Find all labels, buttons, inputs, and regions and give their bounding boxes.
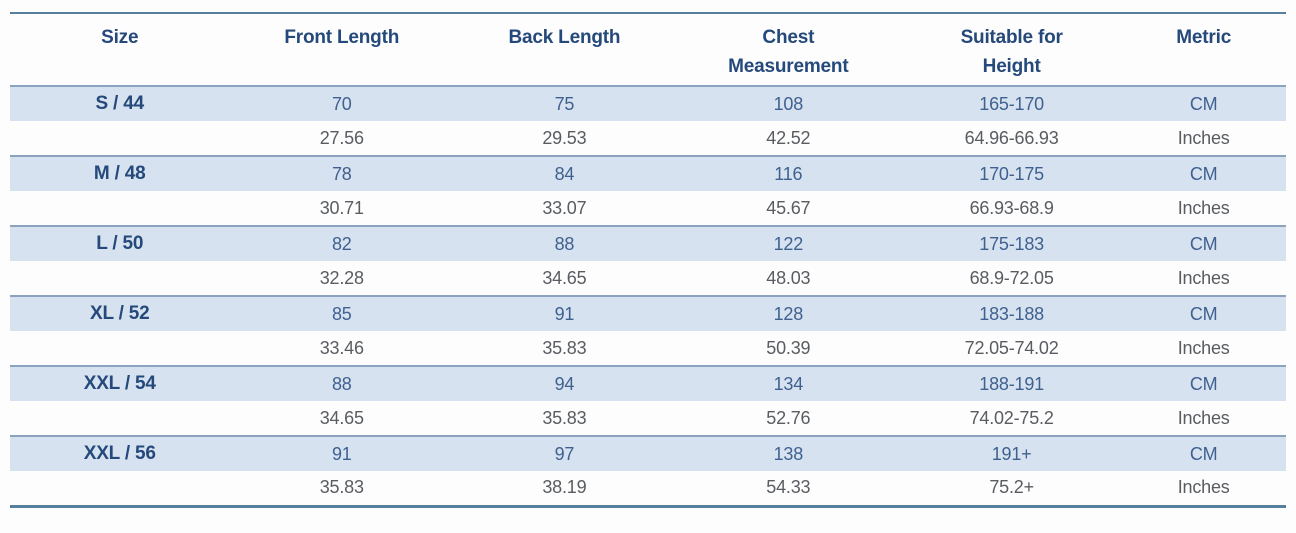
height-cell: 183-188 <box>979 303 1044 324</box>
height-cell: 175-183 <box>979 233 1044 254</box>
table-row: 34.65 35.83 52.76 74.02-75.2 Inches <box>10 401 1286 436</box>
metric-cell: Inches <box>1177 477 1230 498</box>
size-cell: L / 50 <box>96 233 144 254</box>
chest-cell: 50.39 <box>766 337 811 358</box>
table-row: 32.28 34.65 48.03 68.9-72.05 Inches <box>10 261 1286 296</box>
front-length-cell: 82 <box>331 233 352 254</box>
back-length-cell: 75 <box>554 93 575 114</box>
size-cell <box>10 191 229 226</box>
front-length-cell: 88 <box>331 373 352 394</box>
column-header-back-length: Back Length <box>508 27 621 48</box>
back-length-cell: 88 <box>554 233 575 254</box>
size-chart-table: Size Front Length Back Length Chest Meas… <box>10 12 1286 508</box>
metric-cell: CM <box>1189 373 1218 394</box>
column-header-metric: Metric <box>1176 27 1232 48</box>
table-row: 33.46 35.83 50.39 72.05-74.02 Inches <box>10 331 1286 366</box>
front-length-cell: 33.46 <box>319 337 364 358</box>
back-length-cell: 35.83 <box>542 337 587 358</box>
back-length-cell: 38.19 <box>542 477 587 498</box>
size-chart-header: Size Front Length Back Length Chest Meas… <box>10 13 1286 86</box>
metric-cell: CM <box>1189 303 1218 324</box>
chest-cell: 108 <box>773 93 804 114</box>
column-header-height: Suitable for Height <box>960 27 1063 78</box>
height-cell: 68.9-72.05 <box>969 267 1054 288</box>
front-length-cell: 32.28 <box>319 267 364 288</box>
front-length-cell: 85 <box>331 303 352 324</box>
size-cell <box>10 121 229 156</box>
size-table-body: S / 44 70 75 108 165-170 CM 27.56 29.53 … <box>10 86 1286 506</box>
chest-cell: 122 <box>773 233 804 254</box>
size-cell: S / 44 <box>95 93 145 114</box>
back-length-cell: 84 <box>554 163 575 184</box>
back-length-cell: 33.07 <box>542 197 587 218</box>
chest-cell: 54.33 <box>766 477 811 498</box>
back-length-cell: 94 <box>554 373 575 394</box>
size-cell: XXL / 54 <box>83 373 156 394</box>
table-row: 35.83 38.19 54.33 75.2+ Inches <box>10 471 1286 506</box>
height-cell: 188-191 <box>979 373 1044 394</box>
front-length-cell: 34.65 <box>319 407 364 428</box>
height-cell: 74.02-75.2 <box>969 407 1054 428</box>
height-cell: 72.05-74.02 <box>964 337 1059 358</box>
chest-cell: 42.52 <box>766 127 811 148</box>
front-length-cell: 91 <box>331 443 352 464</box>
metric-cell: Inches <box>1177 337 1230 358</box>
height-cell: 64.96-66.93 <box>964 127 1059 148</box>
back-length-cell: 97 <box>554 443 575 464</box>
size-cell <box>10 331 229 366</box>
metric-cell: Inches <box>1177 407 1230 428</box>
height-cell: 191+ <box>991 443 1032 464</box>
size-cell: M / 48 <box>93 163 146 184</box>
size-cell <box>10 261 229 296</box>
column-header-chest: Chest Measurement <box>728 27 849 78</box>
table-row: M / 48 78 84 116 170-175 CM <box>10 156 1286 191</box>
size-cell <box>10 471 229 506</box>
table-row: XXL / 56 91 97 138 191+ CM <box>10 436 1286 471</box>
table-row: S / 44 70 75 108 165-170 CM <box>10 86 1286 121</box>
back-length-cell: 91 <box>554 303 575 324</box>
size-cell: XL / 52 <box>89 303 150 324</box>
size-chart-container: Size Front Length Back Length Chest Meas… <box>10 12 1286 508</box>
front-length-cell: 70 <box>331 93 352 114</box>
front-length-cell: 27.56 <box>319 127 364 148</box>
height-cell: 75.2+ <box>989 477 1034 498</box>
front-length-cell: 35.83 <box>319 477 364 498</box>
chest-cell: 134 <box>773 373 804 394</box>
metric-cell: Inches <box>1177 197 1230 218</box>
back-length-cell: 35.83 <box>542 407 587 428</box>
metric-cell: CM <box>1189 233 1218 254</box>
height-cell: 170-175 <box>979 163 1044 184</box>
chest-cell: 116 <box>774 163 803 184</box>
header-row: Size Front Length Back Length Chest Meas… <box>10 13 1286 86</box>
metric-cell: Inches <box>1177 127 1230 148</box>
table-row: 30.71 33.07 45.67 66.93-68.9 Inches <box>10 191 1286 226</box>
metric-cell: Inches <box>1177 267 1230 288</box>
chest-cell: 138 <box>773 443 804 464</box>
size-cell <box>10 401 229 436</box>
chest-cell: 45.67 <box>766 197 811 218</box>
front-length-cell: 78 <box>331 163 352 184</box>
metric-cell: CM <box>1189 93 1218 114</box>
metric-cell: CM <box>1189 163 1218 184</box>
chest-cell: 128 <box>773 303 804 324</box>
table-row: XXL / 54 88 94 134 188-191 CM <box>10 366 1286 401</box>
metric-cell: CM <box>1189 443 1218 464</box>
chest-cell: 52.76 <box>766 407 811 428</box>
back-length-cell: 34.65 <box>542 267 587 288</box>
chest-cell: 48.03 <box>766 267 811 288</box>
size-cell: XXL / 56 <box>83 443 156 464</box>
height-cell: 165-170 <box>979 93 1044 114</box>
table-row: L / 50 82 88 122 175-183 CM <box>10 226 1286 261</box>
table-row: XL / 52 85 91 128 183-188 CM <box>10 296 1286 331</box>
back-length-cell: 29.53 <box>542 127 587 148</box>
column-header-front-length: Front Length <box>284 27 400 48</box>
column-header-size: Size <box>101 27 139 48</box>
front-length-cell: 30.71 <box>319 197 364 218</box>
table-row: 27.56 29.53 42.52 64.96-66.93 Inches <box>10 121 1286 156</box>
height-cell: 66.93-68.9 <box>969 197 1054 218</box>
